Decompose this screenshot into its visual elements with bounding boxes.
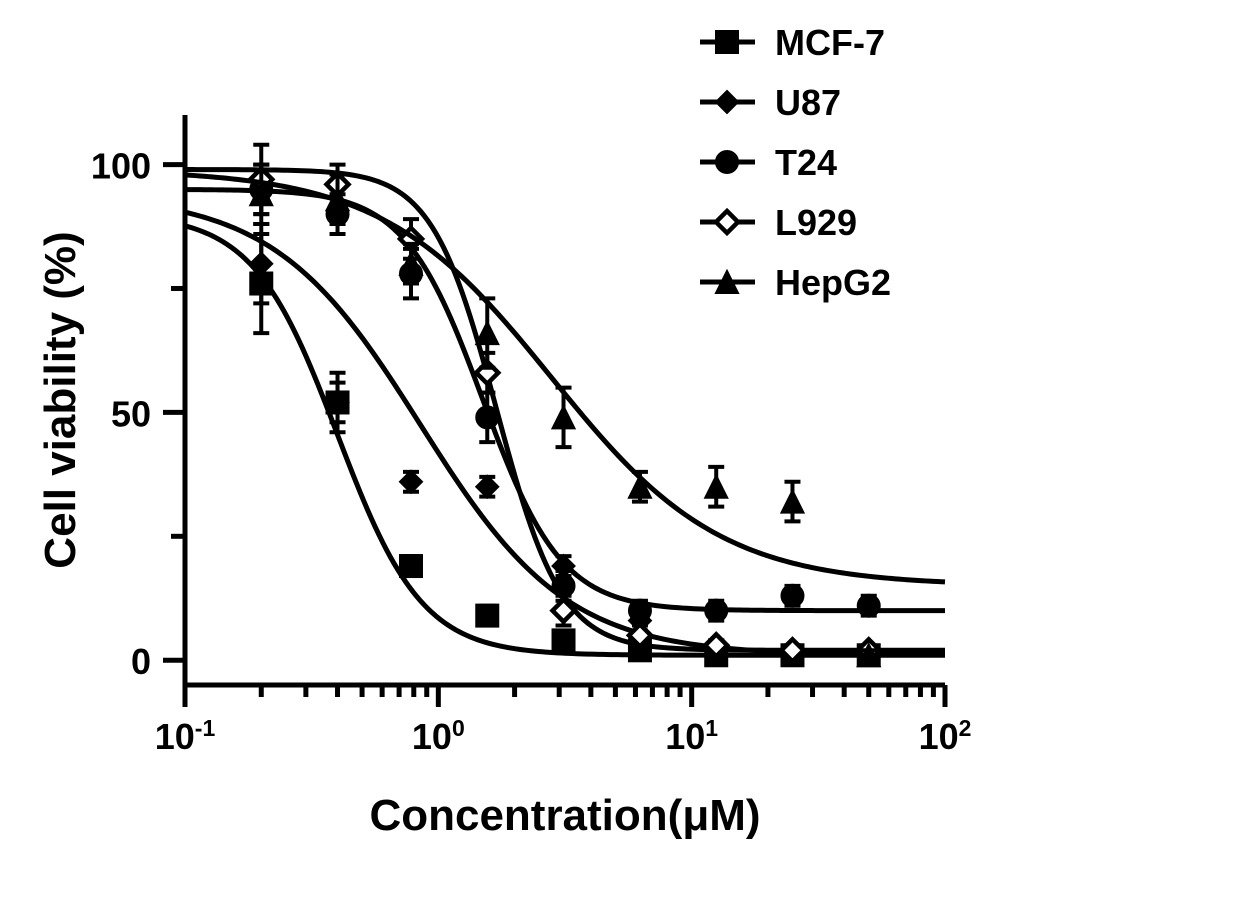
y-tick-label: 0 xyxy=(131,641,151,682)
y-tick-label: 50 xyxy=(111,393,151,434)
x-axis-label: Concentration(μM) xyxy=(369,791,760,840)
legend-label: U87 xyxy=(775,82,841,123)
chart-svg: 05010010-1100101102Cell viability (%)Con… xyxy=(0,0,1240,917)
legend-label: HepG2 xyxy=(775,262,891,303)
cell-viability-chart: 05010010-1100101102Cell viability (%)Con… xyxy=(0,0,1240,917)
legend-label: T24 xyxy=(775,142,837,183)
legend-label: MCF-7 xyxy=(775,22,885,63)
y-axis-label: Cell viability (%) xyxy=(36,231,85,568)
y-tick-label: 100 xyxy=(91,146,151,187)
legend-label: L929 xyxy=(775,202,857,243)
